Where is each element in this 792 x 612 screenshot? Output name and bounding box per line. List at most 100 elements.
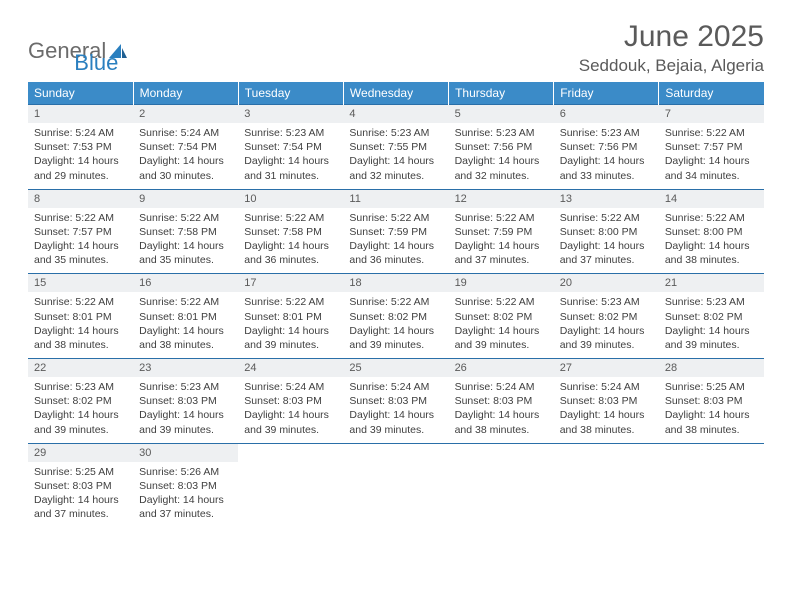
daylight-text: Daylight: 14 hours [34, 493, 127, 507]
sunrise-text: Sunrise: 5:22 AM [244, 211, 337, 225]
sunrise-text: Sunrise: 5:22 AM [139, 211, 232, 225]
day-number-row: 22232425262728 [28, 359, 764, 378]
day-number: 26 [449, 359, 554, 378]
day-number: 18 [343, 274, 448, 293]
daylight-text: Daylight: 14 hours [34, 324, 127, 338]
sunset-text: Sunset: 8:03 PM [139, 394, 232, 408]
day-number: 5 [449, 105, 554, 124]
title-block: June 2025 Seddouk, Bejaia, Algeria [579, 20, 764, 76]
daylight-text: and 38 minutes. [34, 338, 127, 352]
sunset-text: Sunset: 8:00 PM [665, 225, 758, 239]
day-number: 4 [343, 105, 448, 124]
sunset-text: Sunset: 8:03 PM [349, 394, 442, 408]
day-number-row: 891011121314 [28, 189, 764, 208]
day-cell: Sunrise: 5:23 AMSunset: 8:02 PMDaylight:… [28, 377, 133, 443]
daylight-text: Daylight: 14 hours [139, 324, 232, 338]
sunset-text: Sunset: 7:54 PM [139, 140, 232, 154]
sunset-text: Sunset: 8:03 PM [34, 479, 127, 493]
day-cell: Sunrise: 5:24 AMSunset: 8:03 PMDaylight:… [343, 377, 448, 443]
location-label: Seddouk, Bejaia, Algeria [579, 56, 764, 76]
sunrise-text: Sunrise: 5:23 AM [244, 126, 337, 140]
day-cell: Sunrise: 5:24 AMSunset: 7:54 PMDaylight:… [133, 123, 238, 189]
daylight-text: Daylight: 14 hours [349, 324, 442, 338]
daylight-text: Daylight: 14 hours [455, 408, 548, 422]
day-cell: Sunrise: 5:22 AMSunset: 7:58 PMDaylight:… [238, 208, 343, 274]
daylight-text: Daylight: 14 hours [560, 154, 653, 168]
daylight-text: and 32 minutes. [455, 169, 548, 183]
empty-day-number [343, 443, 448, 462]
day-number-row: 15161718192021 [28, 274, 764, 293]
sunset-text: Sunset: 8:03 PM [455, 394, 548, 408]
daylight-text: and 37 minutes. [34, 507, 127, 521]
sunrise-text: Sunrise: 5:25 AM [34, 465, 127, 479]
weekday-header-row: Sunday Monday Tuesday Wednesday Thursday… [28, 82, 764, 105]
daylight-text: and 38 minutes. [455, 423, 548, 437]
sunrise-text: Sunrise: 5:22 AM [455, 295, 548, 309]
empty-day-cell [343, 462, 448, 528]
sunrise-text: Sunrise: 5:23 AM [560, 295, 653, 309]
day-cell: Sunrise: 5:25 AMSunset: 8:03 PMDaylight:… [659, 377, 764, 443]
sunrise-text: Sunrise: 5:22 AM [34, 295, 127, 309]
day-content-row: Sunrise: 5:24 AMSunset: 7:53 PM Daylight:… [28, 123, 764, 189]
day-number: 24 [238, 359, 343, 378]
daylight-text: and 39 minutes. [244, 338, 337, 352]
sunset-text: Sunset: 7:59 PM [349, 225, 442, 239]
day-number: 7 [659, 105, 764, 124]
daylight-text: and 38 minutes. [560, 423, 653, 437]
daylight-text: Daylight: 14 hours [455, 154, 548, 168]
day-content-row: Sunrise: 5:23 AMSunset: 8:02 PMDaylight:… [28, 377, 764, 443]
day-cell: Sunrise: 5:25 AMSunset: 8:03 PMDaylight:… [28, 462, 133, 528]
day-content-row: Sunrise: 5:25 AMSunset: 8:03 PMDaylight:… [28, 462, 764, 528]
sunset-text: Sunset: 7:57 PM [34, 225, 127, 239]
day-number: 8 [28, 189, 133, 208]
daylight-text: and 30 minutes. [139, 169, 232, 183]
sunrise-text: Sunrise: 5:23 AM [349, 126, 442, 140]
sunset-text: Sunset: 8:03 PM [139, 479, 232, 493]
daylight-text: and 31 minutes. [244, 169, 337, 183]
weekday-header: Friday [554, 82, 659, 105]
daylight-text: and 39 minutes. [349, 338, 442, 352]
day-number: 19 [449, 274, 554, 293]
daylight-text: and 35 minutes. [139, 253, 232, 267]
day-cell: Sunrise: 5:22 AMSunset: 8:01 PMDaylight:… [133, 292, 238, 358]
daylight-text: Daylight: 14 hours [560, 408, 653, 422]
sunset-text: Sunset: 8:01 PM [139, 310, 232, 324]
sunset-text: Sunset: 8:03 PM [665, 394, 758, 408]
daylight-text: and 34 minutes. [665, 169, 758, 183]
daylight-text: Daylight: 14 hours [139, 154, 232, 168]
empty-day-number [554, 443, 659, 462]
daylight-text: and 39 minutes. [560, 338, 653, 352]
weekday-header: Monday [133, 82, 238, 105]
empty-day-number [659, 443, 764, 462]
sunrise-text: Sunrise: 5:24 AM [244, 380, 337, 394]
daylight-text: and 38 minutes. [139, 338, 232, 352]
daylight-text: and 39 minutes. [349, 423, 442, 437]
sunset-text: Sunset: 7:56 PM [560, 140, 653, 154]
sunrise-text: Sunrise: 5:24 AM [560, 380, 653, 394]
daylight-text: and 39 minutes. [34, 423, 127, 437]
day-cell: Sunrise: 5:22 AMSunset: 8:00 PMDaylight:… [659, 208, 764, 274]
calendar-table: Sunday Monday Tuesday Wednesday Thursday… [28, 82, 764, 527]
day-content-row: Sunrise: 5:22 AMSunset: 7:57 PMDaylight:… [28, 208, 764, 274]
sunset-text: Sunset: 7:53 PM [34, 140, 127, 154]
sunset-text: Sunset: 7:59 PM [455, 225, 548, 239]
sunrise-text: Sunrise: 5:24 AM [34, 126, 127, 140]
daylight-text: and 37 minutes. [139, 507, 232, 521]
day-cell: Sunrise: 5:24 AMSunset: 8:03 PMDaylight:… [238, 377, 343, 443]
daylight-text: Daylight: 14 hours [665, 324, 758, 338]
daylight-text: and 32 minutes. [349, 169, 442, 183]
sunrise-text: Sunrise: 5:22 AM [455, 211, 548, 225]
sunset-text: Sunset: 7:57 PM [665, 140, 758, 154]
sunrise-text: Sunrise: 5:23 AM [455, 126, 548, 140]
sunset-text: Sunset: 7:58 PM [139, 225, 232, 239]
daylight-text: and 39 minutes. [244, 423, 337, 437]
sunrise-text: Sunrise: 5:23 AM [139, 380, 232, 394]
sunrise-text: Sunrise: 5:22 AM [34, 211, 127, 225]
daylight-text: Daylight: 14 hours [349, 239, 442, 253]
empty-day-cell [449, 462, 554, 528]
day-cell: Sunrise: 5:22 AMSunset: 7:57 PMDaylight:… [28, 208, 133, 274]
daylight-text: and 36 minutes. [349, 253, 442, 267]
day-cell: Sunrise: 5:26 AMSunset: 8:03 PMDaylight:… [133, 462, 238, 528]
daylight-text: Daylight: 14 hours [560, 239, 653, 253]
weekday-header: Tuesday [238, 82, 343, 105]
